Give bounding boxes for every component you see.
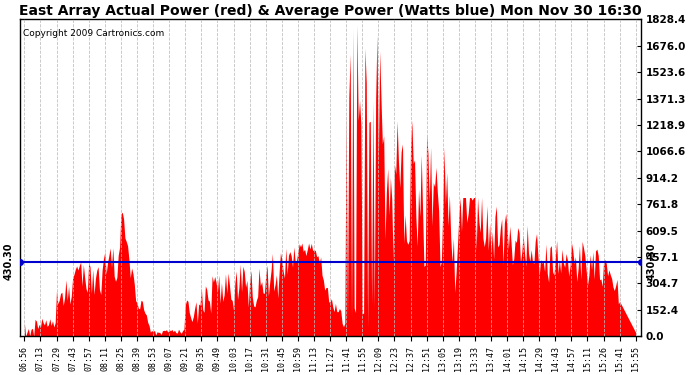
- Title: East Array Actual Power (red) & Average Power (Watts blue) Mon Nov 30 16:30: East Array Actual Power (red) & Average …: [19, 4, 642, 18]
- Text: 430.30: 430.30: [3, 243, 13, 280]
- Text: 430.30: 430.30: [647, 243, 657, 280]
- Text: Copyright 2009 Cartronics.com: Copyright 2009 Cartronics.com: [23, 29, 164, 38]
